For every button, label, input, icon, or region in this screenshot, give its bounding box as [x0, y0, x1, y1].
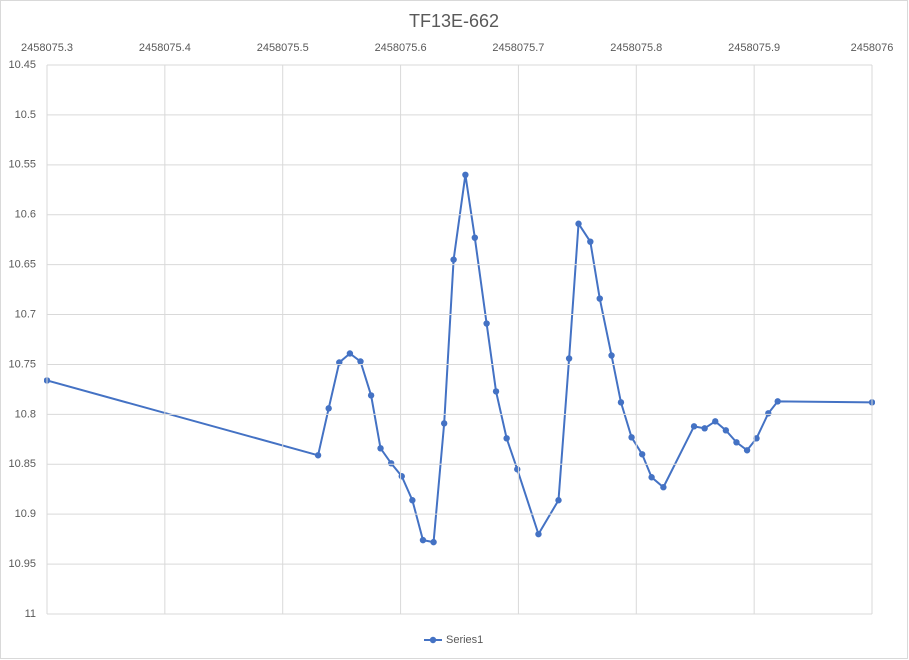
data-point	[398, 473, 405, 480]
y-tick-label: 10.75	[8, 358, 36, 370]
y-tick-label: 10.7	[15, 308, 36, 320]
x-tick-label: 2458076	[851, 42, 894, 54]
x-tick-label: 2458075.5	[257, 42, 309, 54]
data-point	[440, 420, 448, 427]
y-tick-label: 10.5	[15, 109, 36, 121]
data-point	[638, 451, 646, 458]
data-point	[492, 388, 500, 395]
data-point	[743, 447, 751, 454]
data-point	[712, 418, 719, 425]
y-tick-label: 10.85	[8, 458, 36, 470]
data-point	[722, 427, 730, 434]
data-point	[419, 536, 427, 544]
data-point	[514, 466, 521, 473]
data-point	[596, 295, 603, 302]
data-point	[314, 452, 322, 459]
x-tick-label: 2458075.9	[728, 42, 780, 54]
y-tick-label: 10.45	[8, 59, 36, 71]
x-tick-label: 2458075.6	[375, 42, 427, 54]
data-point	[617, 399, 625, 406]
data-point	[450, 256, 457, 263]
data-point	[587, 238, 594, 245]
data-point	[325, 405, 332, 412]
legend-label: Series1	[446, 634, 483, 646]
legend-marker	[429, 636, 437, 644]
data-point	[357, 358, 364, 365]
data-point	[430, 538, 437, 546]
data-point	[753, 435, 760, 442]
data-point	[367, 392, 375, 399]
y-tick-label: 10.8	[15, 408, 36, 420]
data-point	[387, 460, 395, 467]
data-point	[535, 530, 542, 538]
data-point	[690, 423, 698, 430]
x-tick-label: 2458075.7	[492, 42, 544, 54]
data-point	[648, 474, 655, 481]
x-tick-label: 2458075.3	[21, 42, 73, 54]
data-point	[733, 439, 740, 446]
y-tick-label: 10.6	[15, 209, 36, 221]
x-tick-label: 2458075.8	[610, 42, 662, 54]
y-tick-label: 10.9	[15, 508, 36, 520]
data-point	[503, 435, 510, 442]
data-point	[575, 220, 582, 227]
data-point	[565, 355, 573, 362]
data-point	[346, 350, 354, 357]
data-point	[471, 234, 479, 241]
y-tick-label: 10.95	[8, 558, 36, 570]
data-point	[701, 425, 708, 432]
chart-title: TF13E-662	[409, 11, 499, 31]
y-tick-label: 11	[25, 608, 36, 620]
data-point	[377, 445, 384, 452]
data-point	[555, 497, 562, 504]
y-tick-label: 10.55	[8, 159, 36, 171]
data-point	[628, 434, 635, 441]
x-tick-label: 2458075.4	[139, 42, 191, 54]
data-point	[608, 352, 615, 359]
y-tick-label: 10.65	[8, 259, 36, 271]
plot-area	[44, 171, 875, 546]
data-point	[483, 320, 490, 327]
data-point	[409, 497, 416, 504]
data-point	[774, 398, 781, 405]
data-point	[765, 410, 772, 417]
data-point	[462, 171, 469, 178]
data-point	[660, 484, 667, 491]
